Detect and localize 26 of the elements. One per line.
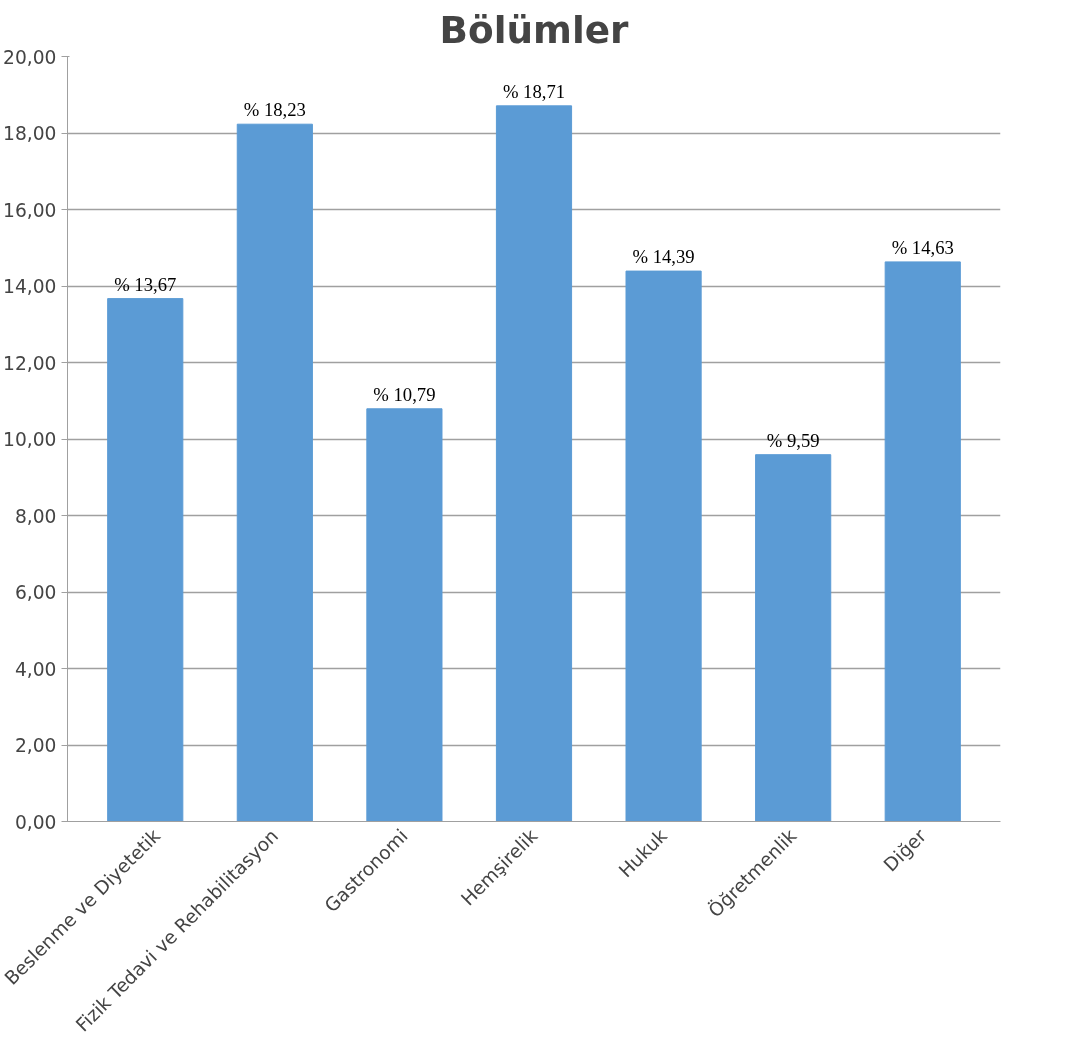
bar <box>366 408 443 822</box>
bar <box>884 261 961 822</box>
data-label: % 18,71 <box>502 80 566 102</box>
y-tick-label: 10,00 <box>3 429 57 450</box>
data-label: % 9,59 <box>766 429 820 451</box>
y-tick-label: 20,00 <box>3 46 57 68</box>
bar <box>755 454 832 822</box>
data-label: % 13,67 <box>114 273 177 295</box>
y-tick-label: 14,00 <box>3 276 57 297</box>
bar <box>107 298 184 822</box>
bar <box>625 270 702 822</box>
data-label: % 14,39 <box>632 246 695 268</box>
y-tick-label: 16,00 <box>3 199 57 221</box>
data-label: % 10,79 <box>373 383 436 405</box>
data-label: % 14,63 <box>891 236 954 258</box>
bar <box>495 105 573 822</box>
y-tick-label: 6,00 <box>14 582 57 603</box>
bar <box>236 123 313 822</box>
y-tick-label: 18,00 <box>3 123 57 144</box>
y-tick-label: 8,00 <box>14 505 57 527</box>
y-tick-label: 0,00 <box>14 811 57 833</box>
y-tick-label: 2,00 <box>14 735 57 756</box>
y-tick-label: 4,00 <box>14 658 57 680</box>
y-tick-label: 12,00 <box>3 352 57 374</box>
chart-title: Bölümler <box>439 7 630 52</box>
data-label: % 18,23 <box>243 99 306 121</box>
